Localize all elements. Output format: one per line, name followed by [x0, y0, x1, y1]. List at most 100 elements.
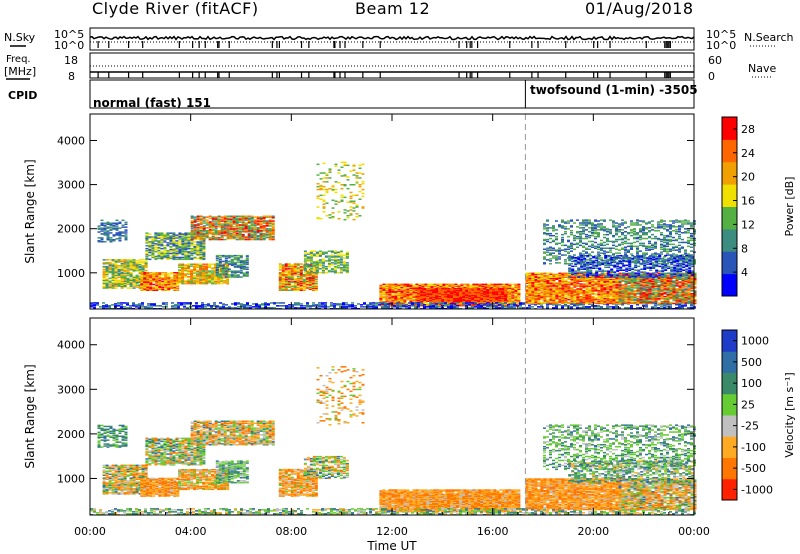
- echo-cell: [420, 302, 423, 304]
- echo-cell: [311, 287, 315, 290]
- echo-cell: [218, 275, 222, 277]
- echo-cell: [157, 236, 161, 238]
- echo-cell: [391, 294, 395, 296]
- echo-cell: [342, 265, 346, 267]
- echo-cell: [115, 229, 119, 231]
- echo-cell: [327, 270, 331, 273]
- echo-cell: [627, 307, 630, 309]
- echo-cell: [208, 225, 212, 227]
- echo-cell: [215, 275, 219, 277]
- echo-cell: [196, 224, 200, 226]
- echo-cell: [468, 287, 472, 290]
- echo-cell: [330, 250, 334, 252]
- echo-cell: [537, 306, 540, 308]
- echo-cell: [193, 241, 197, 243]
- echo-cell: [471, 306, 474, 308]
- nsky-line: [89, 35, 695, 41]
- echo-cell: [175, 246, 179, 248]
- echo-cell: [306, 267, 310, 269]
- echo-cell: [325, 188, 329, 191]
- echo-cell: [149, 272, 153, 274]
- echo-cell: [225, 304, 228, 306]
- echo-cell: [287, 274, 291, 277]
- echo-cell: [284, 264, 288, 266]
- echo-cell: [155, 275, 159, 278]
- echo-cell: [187, 280, 191, 283]
- echo-cell: [181, 248, 185, 251]
- echo-cell: [268, 215, 272, 217]
- echo-cell: [196, 249, 200, 252]
- echo-cell: [211, 227, 215, 229]
- echo-cell: [124, 230, 128, 232]
- echo-cell: [214, 231, 218, 233]
- echo-cell: [109, 223, 113, 225]
- echo-cell: [172, 253, 176, 256]
- echo-cell: [302, 285, 306, 288]
- echo-cell: [223, 232, 227, 234]
- echo-cell: [606, 304, 609, 306]
- echo-cell: [259, 218, 263, 220]
- echo-cell: [256, 224, 260, 226]
- echo-cell: [511, 295, 515, 297]
- echo-cell: [388, 304, 392, 307]
- echo-cell: [214, 219, 218, 221]
- echo-cell: [160, 232, 164, 234]
- echo-cell: [540, 283, 544, 285]
- echo-cell: [223, 232, 227, 235]
- echo-cell: [154, 248, 158, 251]
- echo-cell: [111, 275, 115, 278]
- echo-cell: [334, 191, 338, 194]
- echo-cell: [220, 266, 224, 268]
- echo-cell: [400, 299, 404, 301]
- echo-cell: [233, 254, 237, 257]
- echo-cell: [385, 300, 389, 302]
- echo-cell: [296, 284, 300, 287]
- echo-cell: [242, 261, 246, 264]
- echo-cell: [387, 303, 390, 305]
- echo-cell: [281, 280, 285, 283]
- echo-cell: [149, 276, 153, 279]
- echo-cell: [123, 278, 127, 281]
- echo-cell: [321, 258, 325, 260]
- echo-cell: [140, 278, 144, 281]
- echo-cell: [262, 235, 266, 238]
- echo-cell: [102, 302, 105, 304]
- echo-cell: [124, 229, 128, 231]
- echo-cell: [114, 259, 118, 261]
- echo-cell: [339, 250, 343, 252]
- echo-cell: [293, 271, 297, 273]
- echo-cell: [322, 200, 326, 202]
- echo-cell: [600, 306, 603, 308]
- echo-cell: [178, 269, 182, 271]
- echo-cell: [145, 245, 149, 247]
- echo-cell: [164, 276, 168, 279]
- echo-cell: [302, 274, 306, 276]
- echo-cell: [514, 283, 518, 286]
- echo-cell: [126, 283, 130, 285]
- echo-cell: [172, 236, 176, 238]
- echo-cell: [215, 271, 219, 273]
- echo-cell: [400, 293, 404, 295]
- echo-cell: [211, 223, 215, 225]
- echo-cell: [118, 232, 122, 234]
- echo-cell: [511, 286, 515, 288]
- echo-cell: [324, 271, 328, 274]
- echo-cell: [242, 259, 246, 262]
- echo-cell: [214, 232, 218, 234]
- echo-cell: [114, 283, 118, 285]
- echo-cell: [146, 272, 150, 274]
- echo-cell: [284, 272, 288, 274]
- echo-cell: [433, 283, 437, 286]
- echo-cell: [314, 275, 318, 278]
- echo-cell: [400, 292, 404, 294]
- echo-cell: [330, 304, 333, 306]
- echo-cell: [155, 273, 159, 275]
- echo-cell: [474, 287, 478, 290]
- echo-cell: [226, 218, 230, 220]
- echo-cell: [369, 306, 372, 308]
- echo-cell: [247, 228, 251, 230]
- echo-cell: [615, 305, 618, 307]
- echo-cell: [199, 218, 203, 220]
- echo-cell: [281, 285, 285, 288]
- echo-cell: [315, 263, 319, 265]
